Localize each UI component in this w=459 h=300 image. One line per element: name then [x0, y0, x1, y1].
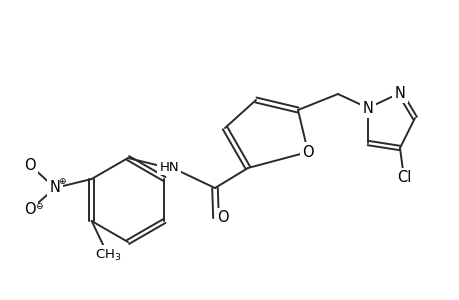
Text: N: N	[50, 181, 60, 196]
Text: $\ominus$: $\ominus$	[34, 201, 43, 211]
Text: O: O	[302, 145, 313, 160]
Text: N: N	[394, 85, 404, 100]
Text: Cl: Cl	[396, 170, 410, 185]
Text: O: O	[24, 158, 36, 172]
Text: O: O	[24, 202, 36, 217]
Text: HN: HN	[159, 160, 179, 173]
Text: $\oplus$: $\oplus$	[57, 176, 66, 186]
Text: O: O	[217, 211, 228, 226]
Text: N: N	[362, 100, 373, 116]
Text: CH$_3$: CH$_3$	[95, 248, 121, 262]
